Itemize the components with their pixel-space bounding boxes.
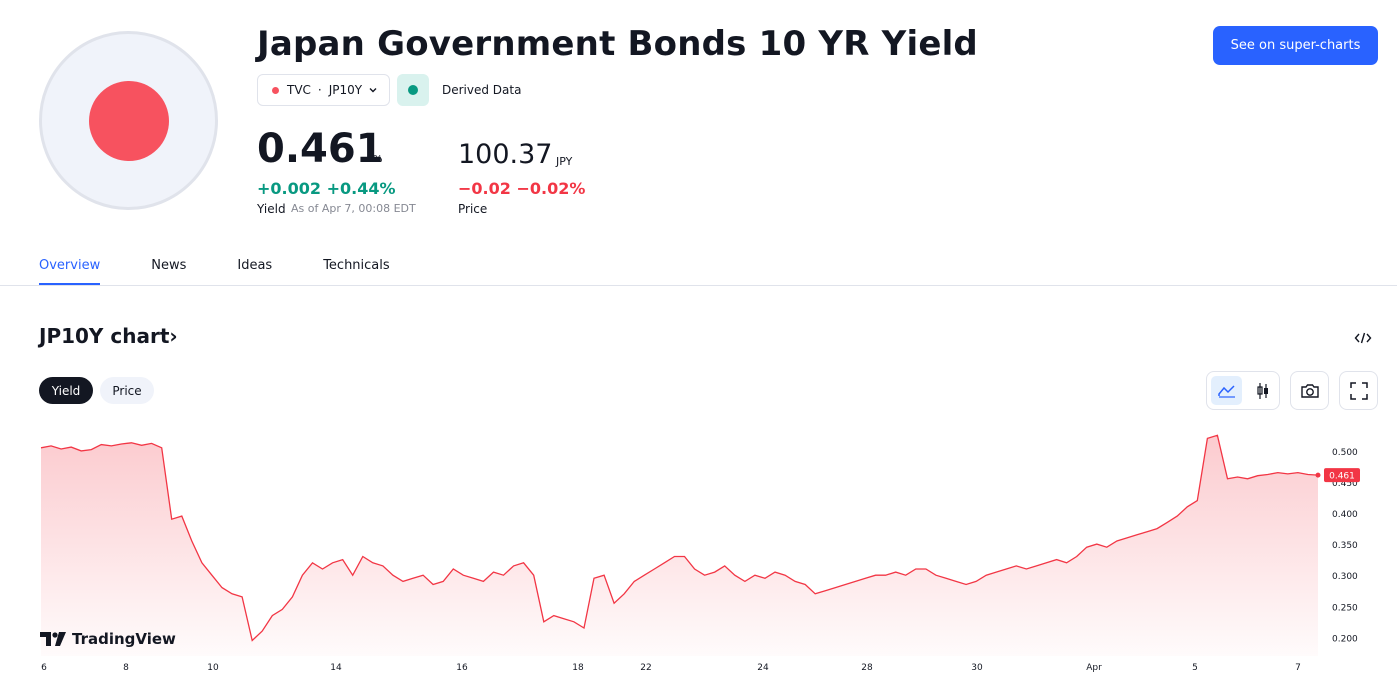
tab-ideas[interactable]: Ideas [237,258,273,273]
x-tick-label: 28 [861,663,873,673]
yield-change: +0.002 +0.44% [257,179,396,198]
last-value-badge [1324,468,1360,483]
x-tick-label: 10 [207,663,219,673]
chart-style-switcher [1206,371,1280,410]
chart-title-text: JP10Y chart [39,324,170,348]
area-chart-icon [1217,384,1235,398]
x-tick-label: 8 [123,663,129,673]
page-title: Japan Government Bonds 10 YR Yield [257,24,978,64]
x-tick-label: 7 [1295,663,1301,673]
tradingview-icon [40,632,66,646]
tab-news[interactable]: News [151,258,187,273]
y-tick-label: 0.450 [1332,479,1358,489]
yield-area-chart[interactable]: 0.500 0.450 0.400 0.350 0.300 0.250 0.200 0.461… [0,420,1397,692]
tab-technicals[interactable]: Technicals [323,258,390,273]
y-tick-label: 0.250 [1332,603,1358,613]
exchange-label: TVC [287,83,311,97]
candlestick-icon [1256,382,1268,399]
price-unit: JPY [556,155,573,168]
x-tick-label: 6 [41,663,47,673]
x-tick-label: 14 [330,663,342,673]
chart-title-link[interactable]: JP10Y chart› [39,324,178,348]
chevron-down-icon [369,88,377,93]
fullscreen-button[interactable] [1339,371,1378,410]
y-tick-label: 0.500 [1332,448,1358,458]
section-tabs: Overview News Ideas Technicals [39,258,441,286]
yield-unit: % [373,154,383,165]
y-tick-label: 0.350 [1332,541,1358,551]
line-chart-button[interactable] [1211,376,1242,405]
x-tick-label: 18 [572,663,584,673]
chevron-right-icon: › [169,324,178,348]
separator-dot: · [317,83,322,97]
embed-code-icon[interactable] [1354,330,1372,346]
x-tick-label: 5 [1192,663,1198,673]
last-value-label: 0.461 [1329,472,1355,482]
see-on-super-charts-button[interactable]: See on super-charts [1213,26,1378,65]
y-tick-label: 0.200 [1332,634,1358,644]
y-tick-label: 0.400 [1332,510,1358,520]
derived-data-label: Derived Data [442,83,522,97]
candle-chart-button[interactable] [1247,376,1278,405]
fullscreen-icon [1349,381,1368,400]
price-toggle-button[interactable]: Price [100,377,154,404]
flag-dot-icon [272,86,279,94]
tabs-divider [0,285,1397,286]
camera-icon [1300,383,1319,398]
series-area-fill [41,435,1318,656]
snapshot-button[interactable] [1290,371,1329,410]
yield-toggle-button[interactable]: Yield [39,377,93,404]
y-tick-label: 0.300 [1332,572,1358,582]
tab-overview[interactable]: Overview [39,258,101,286]
yield-timestamp: As of Apr 7, 00:08 EDT [291,202,416,215]
last-point [1315,472,1321,478]
price-label: Price [458,202,488,216]
x-tick-label: Apr [1086,663,1102,673]
x-tick-label: 16 [456,663,468,673]
yield-value: 0.461 [257,126,384,172]
derived-data-icon[interactable] [397,74,429,106]
x-tick-label: 22 [640,663,651,673]
series-line [40,434,1319,642]
x-tick-label: 24 [757,663,769,673]
x-tick-label: 30 [971,663,983,673]
japan-flag-logo [39,31,218,210]
price-change: −0.02 −0.02% [458,179,586,198]
tradingview-brand: TradingView [72,630,176,648]
price-value: 100.37 [458,139,553,170]
tradingview-logo: TradingView [40,630,176,648]
ticker-label: JP10Y [328,83,363,97]
yield-label: Yield [257,202,286,216]
symbol-selector[interactable]: TVC · JP10Y [257,74,390,106]
flag-red-disc [89,81,169,161]
